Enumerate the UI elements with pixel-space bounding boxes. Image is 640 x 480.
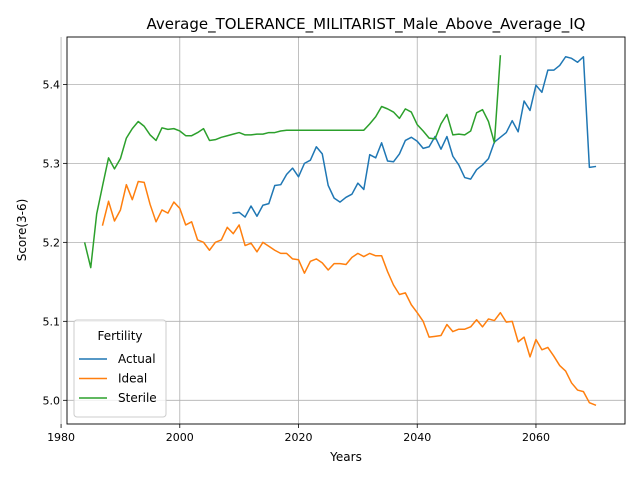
legend-box xyxy=(73,319,167,418)
x-axis: 1980 2000 2020 2040 2060 xyxy=(47,424,550,444)
y-tick-label: 5.1 xyxy=(43,315,61,328)
legend-label-actual: Actual xyxy=(118,352,156,366)
legend-title: Fertility xyxy=(97,329,142,343)
y-tick-label: 5.0 xyxy=(43,394,61,407)
y-axis-label: Score(3-6) xyxy=(15,199,29,262)
x-tick-label: 1980 xyxy=(47,431,75,444)
x-tick-label: 2020 xyxy=(285,431,313,444)
series-line-ideal xyxy=(101,180,597,407)
legend-entries: Actual Ideal Sterile xyxy=(79,352,157,405)
y-tick-label: 5.4 xyxy=(43,78,61,91)
chart-title: Average_TOLERANCE_MILITARIST_Male_Above_… xyxy=(146,15,585,34)
y-axis: 5.0 5.1 5.2 5.3 5.4 xyxy=(43,78,67,407)
y-tick-label: 5.3 xyxy=(43,157,61,170)
series-line-sterile xyxy=(83,55,502,269)
legend: Fertility Actual Ideal Sterile xyxy=(73,319,167,418)
legend-label-ideal: Ideal xyxy=(118,372,147,386)
series-line-actual xyxy=(232,55,597,218)
x-tick-label: 2000 xyxy=(166,431,194,444)
series-layer xyxy=(83,55,597,407)
plot-frame xyxy=(66,36,626,425)
y-tick-label: 5.2 xyxy=(43,236,61,249)
grid-lines xyxy=(60,37,625,424)
x-tick-label: 2040 xyxy=(403,431,431,444)
legend-label-sterile: Sterile xyxy=(118,391,157,405)
x-tick-label: 2060 xyxy=(522,431,550,444)
x-axis-label: Years xyxy=(329,450,362,464)
